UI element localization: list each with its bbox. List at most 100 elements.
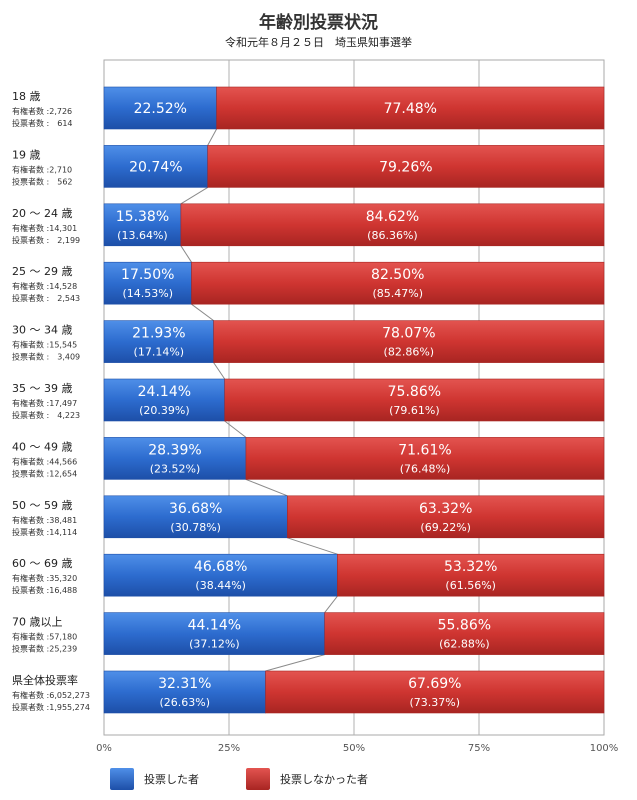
data-label-not-voted: 82.50% xyxy=(371,267,424,283)
category-label: 35 ～ 39 歳 xyxy=(12,382,72,395)
category-label: 50 ～ 59 歳 xyxy=(12,499,72,512)
data-label-not-voted: 55.86% xyxy=(438,618,491,634)
data-label-voted: 22.52% xyxy=(134,101,187,117)
category-eligible-voters: 有権者数 :6,052,273 xyxy=(12,690,90,700)
category-voters: 投票者数 : 2,543 xyxy=(12,293,80,303)
bar-not-voted xyxy=(224,378,605,422)
x-tick-label: 50% xyxy=(343,743,365,754)
data-label-not-voted: 77.48% xyxy=(384,101,437,117)
bar-not-voted xyxy=(265,670,605,714)
bar-not-voted xyxy=(180,203,605,247)
category-voters: 投票者数 :1,955,274 xyxy=(12,702,90,712)
category-eligible-voters: 有権者数 :17,497 xyxy=(12,398,77,408)
category-voters: 投票者数 :25,239 xyxy=(12,644,77,654)
category-eligible-voters: 有権者数 :57,180 xyxy=(12,632,77,642)
bar-voted xyxy=(103,261,192,305)
bar-voted xyxy=(103,378,225,422)
category-eligible-voters: 有権者数 :15,545 xyxy=(12,340,77,350)
category-label: 19 歳 xyxy=(12,148,41,161)
data-label-not-voted-prev: (86.36%) xyxy=(367,229,418,242)
data-label-voted-prev: (13.64%) xyxy=(117,229,168,242)
category-voters: 投票者数 : 3,409 xyxy=(12,352,80,362)
category-voters: 投票者数 : 562 xyxy=(12,176,73,186)
legend-swatch-voted xyxy=(110,768,134,790)
bar-voted xyxy=(103,320,214,363)
category-voters: 投票者数 :12,654 xyxy=(12,468,77,478)
connector-line xyxy=(213,362,226,380)
data-label-not-voted-prev: (79.61%) xyxy=(389,404,440,417)
data-label-voted: 17.50% xyxy=(121,267,174,283)
data-label-not-voted: 84.62% xyxy=(366,209,419,225)
legend-label-voted: 投票した者 xyxy=(144,773,199,786)
data-label-not-voted-prev: (82.86%) xyxy=(384,346,435,359)
bar-not-voted xyxy=(207,145,605,188)
connector-line xyxy=(191,303,214,322)
data-label-not-voted-prev: (76.48%) xyxy=(400,462,451,475)
legend-label-not-voted: 投票しなかった者 xyxy=(280,773,368,786)
data-label-voted-prev: (20.39%) xyxy=(139,404,190,417)
bar-voted xyxy=(103,437,247,480)
category-label: 20 ～ 24 歳 xyxy=(12,207,72,220)
x-tick-label: 75% xyxy=(468,743,490,754)
category-voters: 投票者数 :14,114 xyxy=(12,527,77,537)
category-eligible-voters: 有権者数 :14,528 xyxy=(12,281,77,291)
data-label-voted-prev: (17.14%) xyxy=(134,346,185,359)
data-label-not-voted: 71.61% xyxy=(398,442,451,458)
bar-voted xyxy=(103,612,325,655)
connector-line xyxy=(224,420,247,438)
data-label-voted: 21.93% xyxy=(132,326,185,342)
legend-item-not-voted: 投票しなかった者 xyxy=(246,768,368,790)
data-label-not-voted: 79.26% xyxy=(379,159,432,175)
bar-not-voted xyxy=(324,612,605,655)
connector-line xyxy=(265,654,325,672)
data-label-voted-prev: (23.52%) xyxy=(150,462,201,475)
data-label-not-voted-prev: (85.47%) xyxy=(372,287,423,300)
data-label-voted: 46.68% xyxy=(194,559,247,575)
bar-voted xyxy=(103,86,217,130)
data-label-not-voted: 67.69% xyxy=(408,676,461,692)
chart-title: 年齢別投票状況 xyxy=(259,13,378,33)
legend: 投票した者 投票しなかった者 xyxy=(0,768,637,792)
connector-line xyxy=(324,595,338,613)
data-label-voted: 36.68% xyxy=(169,501,222,517)
category-label: 18 歳 xyxy=(12,90,41,103)
x-tick-label: 0% xyxy=(96,743,112,754)
bar-not-voted xyxy=(216,86,605,130)
data-label-voted: 15.38% xyxy=(116,209,169,225)
category-eligible-voters: 有権者数 :2,726 xyxy=(12,106,72,116)
connector-line xyxy=(287,537,338,555)
data-label-voted: 28.39% xyxy=(148,442,201,458)
data-label-not-voted: 78.07% xyxy=(382,326,435,342)
category-voters: 投票者数 : 2,199 xyxy=(12,235,80,245)
bar-not-voted xyxy=(245,437,605,480)
category-label: 県全体投票率 xyxy=(12,673,78,687)
legend-item-voted: 投票した者 xyxy=(110,768,199,790)
category-label: 70 歳以上 xyxy=(12,616,63,629)
data-label-voted: 32.31% xyxy=(158,676,211,692)
category-label: 40 ～ 49 歳 xyxy=(12,440,72,453)
data-label-voted: 24.14% xyxy=(138,384,191,400)
data-label-not-voted-prev: (69.22%) xyxy=(420,521,471,534)
connector-line xyxy=(180,186,208,205)
data-label-voted-prev: (14.53%) xyxy=(122,287,173,300)
bar-not-voted xyxy=(337,553,605,597)
category-label: 60 ～ 69 歳 xyxy=(12,557,72,570)
bar-voted xyxy=(103,145,208,188)
bar-not-voted xyxy=(287,495,605,539)
category-voters: 投票者数 : 4,223 xyxy=(12,410,80,420)
data-label-not-voted: 75.86% xyxy=(388,384,441,400)
category-eligible-voters: 有権者数 :2,710 xyxy=(12,164,72,174)
bar-voted xyxy=(103,203,182,247)
bar-not-voted xyxy=(191,261,605,305)
bar-not-voted xyxy=(213,320,605,363)
data-label-not-voted-prev: (61.56%) xyxy=(445,579,496,592)
data-label-voted-prev: (38.44%) xyxy=(195,579,246,592)
data-label-voted: 20.74% xyxy=(129,159,182,175)
data-label-voted: 44.14% xyxy=(188,618,241,634)
category-voters: 投票者数 : 614 xyxy=(12,118,73,128)
data-label-not-voted: 63.32% xyxy=(419,501,472,517)
category-voters: 投票者数 :16,488 xyxy=(12,585,77,595)
category-label: 25 ～ 29 歳 xyxy=(12,265,72,278)
data-label-voted-prev: (37.12%) xyxy=(189,638,240,651)
